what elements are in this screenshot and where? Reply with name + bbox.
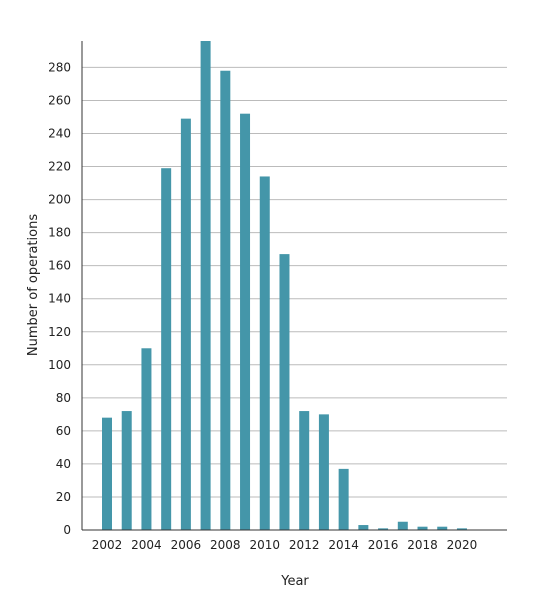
y-tick-label-60: 60 <box>56 424 71 438</box>
bar-2018 <box>417 526 428 530</box>
bar-2017 <box>397 521 408 530</box>
x-tick-label-2006: 2006 <box>171 538 202 552</box>
bar-2014 <box>338 468 349 530</box>
bar-2012 <box>299 411 310 530</box>
bars <box>102 41 467 531</box>
x-tick-label-2008: 2008 <box>210 538 241 552</box>
bar-2003 <box>121 411 132 530</box>
y-axis-title: Number of operations <box>26 214 41 356</box>
y-tick-label-80: 80 <box>56 391 71 405</box>
y-tick-label-120: 120 <box>48 325 71 339</box>
y-tick-labels: 0 20 40 60 80 100 120 140 160 180 200 220 240 260 280 <box>48 60 71 537</box>
y-tick-label-20: 20 <box>56 490 71 504</box>
bar-2016 <box>378 528 389 530</box>
y-tick-label-0: 0 <box>63 523 71 537</box>
x-tick-label-2002: 2002 <box>92 538 123 552</box>
y-tick-label-160: 160 <box>48 259 71 273</box>
y-tick-label-220: 220 <box>48 160 71 174</box>
y-tick-label-180: 180 <box>48 226 71 240</box>
bar-2013 <box>318 414 329 530</box>
gridlines <box>82 66 507 498</box>
y-tick-label-100: 100 <box>48 358 71 372</box>
y-tick-label-280: 280 <box>48 60 71 74</box>
bar-2010 <box>259 176 270 530</box>
x-tick-label-2016: 2016 <box>368 538 399 552</box>
x-tick-label-2018: 2018 <box>407 538 438 552</box>
bar-2004 <box>141 348 152 530</box>
x-tick-label-2014: 2014 <box>328 538 359 552</box>
x-axis-title: Year <box>280 574 309 589</box>
y-tick-label-40: 40 <box>56 457 71 471</box>
x-tick-labels: 2002 2004 2006 2008 2010 2012 2014 2016 2018 2020 <box>92 538 478 552</box>
x-tick-label-2010: 2010 <box>249 538 280 552</box>
bar-2011 <box>279 254 290 530</box>
x-tick-label-2020: 2020 <box>447 538 478 552</box>
bar-2019 <box>437 526 448 530</box>
bar-2020 <box>456 528 467 530</box>
bar-2002 <box>102 417 112 530</box>
y-tick-label-200: 200 <box>48 193 71 207</box>
bar-2009 <box>240 113 251 531</box>
y-tick-label-260: 260 <box>48 93 71 107</box>
y-tick-label-240: 240 <box>48 127 71 141</box>
y-tick-label-140: 140 <box>48 292 71 306</box>
x-tick-label-2004: 2004 <box>131 538 162 552</box>
bar-2008 <box>220 70 231 531</box>
bar-2005 <box>161 168 172 530</box>
x-tick-label-2012: 2012 <box>289 538 320 552</box>
bar-2015 <box>358 525 369 530</box>
bar-2007 <box>200 41 211 530</box>
bar-2006 <box>180 118 191 531</box>
